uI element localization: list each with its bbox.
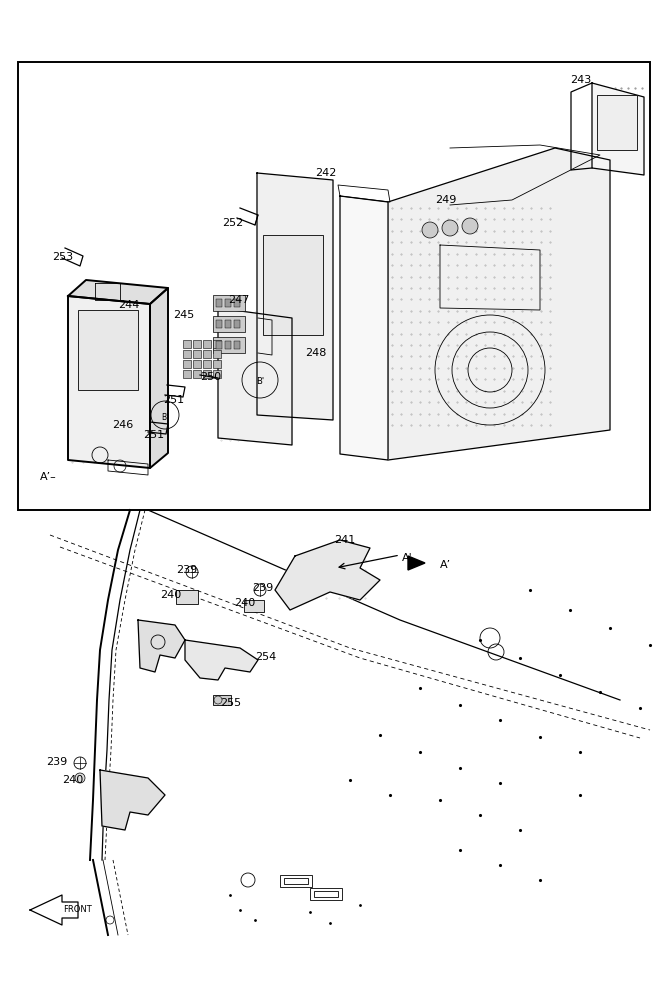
Polygon shape xyxy=(388,148,610,460)
Bar xyxy=(213,695,231,705)
Bar xyxy=(216,341,222,349)
Text: 255: 255 xyxy=(220,698,241,708)
Text: 239: 239 xyxy=(252,583,274,593)
Bar xyxy=(203,360,211,368)
Text: 241: 241 xyxy=(334,535,355,545)
Text: 251: 251 xyxy=(143,430,164,440)
Bar xyxy=(213,316,245,332)
Text: A': A' xyxy=(402,553,413,563)
Text: 243: 243 xyxy=(570,75,591,85)
Polygon shape xyxy=(138,620,185,672)
Text: 248: 248 xyxy=(305,348,327,358)
Text: 247: 247 xyxy=(228,295,249,305)
Text: 253: 253 xyxy=(52,252,73,262)
Bar xyxy=(597,95,637,150)
Bar xyxy=(284,878,308,884)
Bar xyxy=(234,341,240,349)
Text: 251: 251 xyxy=(163,395,184,405)
Bar xyxy=(216,320,222,328)
Bar xyxy=(225,341,231,349)
Polygon shape xyxy=(150,288,168,468)
Bar xyxy=(203,340,211,348)
Bar xyxy=(216,299,222,307)
Polygon shape xyxy=(275,540,380,610)
Bar xyxy=(314,891,338,897)
Text: 246: 246 xyxy=(112,420,133,430)
Bar xyxy=(193,370,201,378)
Bar xyxy=(193,340,201,348)
Bar xyxy=(213,340,221,348)
Circle shape xyxy=(75,773,85,783)
Text: A’–: A’– xyxy=(40,472,56,482)
Bar xyxy=(183,340,191,348)
Polygon shape xyxy=(408,556,425,570)
Text: B': B' xyxy=(256,377,264,386)
Text: B': B' xyxy=(161,412,169,422)
Bar xyxy=(213,370,221,378)
Bar xyxy=(183,350,191,358)
Text: A’: A’ xyxy=(440,560,451,570)
Text: 240: 240 xyxy=(160,590,181,600)
Bar xyxy=(18,62,650,510)
Bar xyxy=(213,350,221,358)
Polygon shape xyxy=(185,640,258,680)
Text: 254: 254 xyxy=(255,652,276,662)
Text: 252: 252 xyxy=(222,218,243,228)
Circle shape xyxy=(442,220,458,236)
Text: 242: 242 xyxy=(315,168,337,178)
Polygon shape xyxy=(68,296,150,468)
Text: 250: 250 xyxy=(200,372,221,382)
Bar xyxy=(225,299,231,307)
Polygon shape xyxy=(340,196,388,460)
Bar xyxy=(234,320,240,328)
Polygon shape xyxy=(218,308,292,445)
Bar xyxy=(310,888,342,900)
Bar xyxy=(78,310,138,390)
Bar xyxy=(263,235,323,335)
Bar xyxy=(213,295,245,311)
Text: 240: 240 xyxy=(234,598,255,608)
Bar xyxy=(193,350,201,358)
Circle shape xyxy=(462,218,478,234)
Text: 239: 239 xyxy=(176,565,198,575)
Bar xyxy=(225,320,231,328)
Polygon shape xyxy=(30,895,78,925)
Polygon shape xyxy=(592,83,644,175)
Text: 245: 245 xyxy=(173,310,194,320)
Bar xyxy=(234,299,240,307)
Bar xyxy=(203,350,211,358)
Polygon shape xyxy=(100,770,165,830)
Circle shape xyxy=(422,222,438,238)
Bar xyxy=(244,600,264,612)
Text: 240: 240 xyxy=(62,775,83,785)
Polygon shape xyxy=(68,280,168,304)
Bar xyxy=(176,590,198,604)
Polygon shape xyxy=(257,173,333,420)
Bar xyxy=(280,875,312,887)
Bar xyxy=(203,370,211,378)
Text: 239: 239 xyxy=(46,757,67,767)
Bar xyxy=(213,360,221,368)
Bar xyxy=(213,337,245,353)
Text: FRONT: FRONT xyxy=(63,906,92,914)
Bar xyxy=(193,360,201,368)
Bar xyxy=(183,360,191,368)
Bar xyxy=(183,370,191,378)
Text: 244: 244 xyxy=(118,300,139,310)
Text: 249: 249 xyxy=(435,195,456,205)
